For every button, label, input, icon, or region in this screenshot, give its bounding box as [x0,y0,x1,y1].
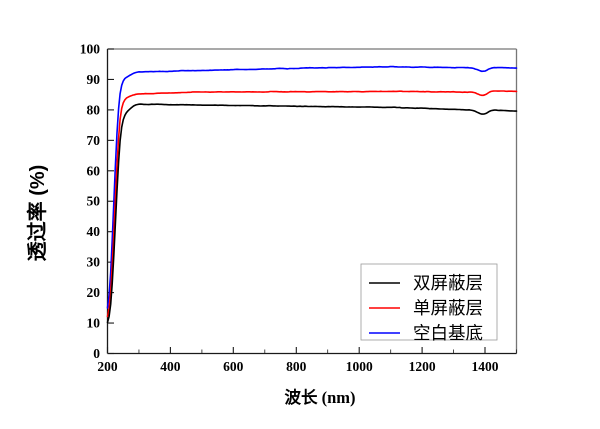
svg-text:40: 40 [87,224,101,239]
svg-text:1200: 1200 [409,359,436,374]
svg-text:800: 800 [286,359,307,374]
svg-text:200: 200 [97,359,118,374]
svg-text:1400: 1400 [472,359,499,374]
svg-text:60: 60 [87,163,101,178]
svg-text:30: 30 [87,255,101,270]
svg-text:70: 70 [87,133,101,148]
svg-text:80: 80 [87,102,101,117]
svg-text:10: 10 [87,316,101,331]
svg-text:400: 400 [160,359,181,374]
svg-text:600: 600 [223,359,244,374]
svg-text:20: 20 [87,285,101,300]
svg-text:90: 90 [87,72,101,87]
svg-text:波长 (nm): 波长 (nm) [284,387,355,407]
svg-text:空白基底: 空白基底 [413,323,483,343]
svg-text:1000: 1000 [346,359,373,374]
svg-text:单屏蔽层: 单屏蔽层 [413,298,483,318]
svg-text:0: 0 [93,346,100,361]
svg-text:双屏蔽层: 双屏蔽层 [413,273,483,293]
svg-text:100: 100 [80,42,101,57]
svg-text:透过率 (%): 透过率 (%) [25,165,49,262]
svg-text:50: 50 [87,194,101,209]
